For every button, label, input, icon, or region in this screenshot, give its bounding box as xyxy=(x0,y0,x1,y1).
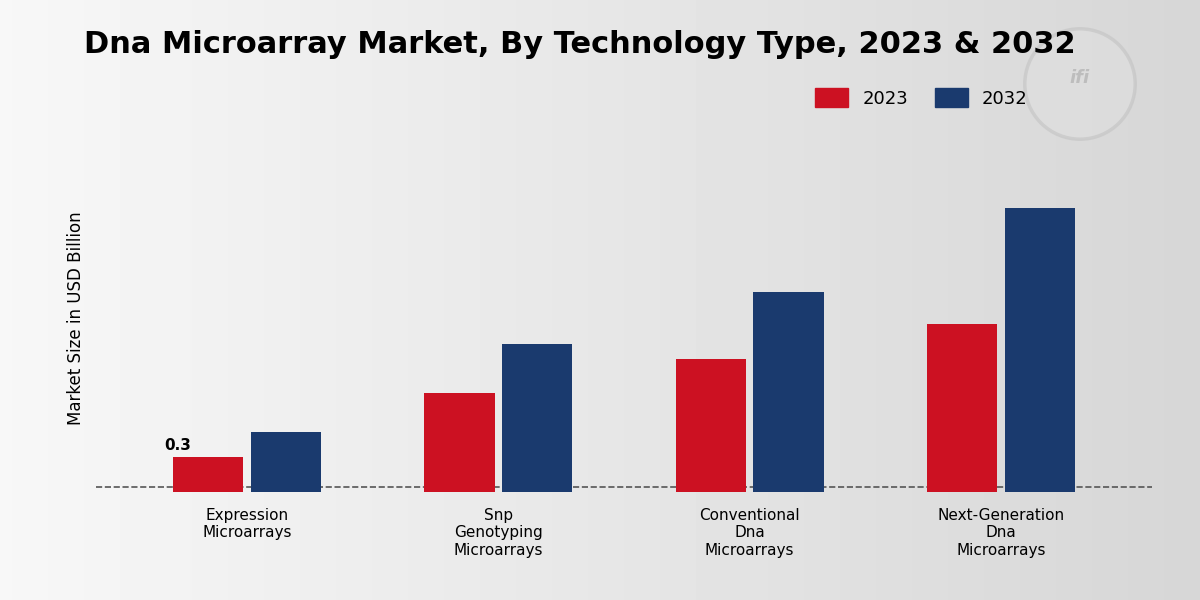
Bar xyxy=(173,457,244,492)
Circle shape xyxy=(1025,29,1135,139)
Text: 0.3: 0.3 xyxy=(164,437,191,452)
Legend: 2023, 2032: 2023, 2032 xyxy=(808,81,1034,115)
Bar xyxy=(926,324,997,492)
Text: Dna Microarray Market, By Technology Type, 2023 & 2032: Dna Microarray Market, By Technology Typ… xyxy=(84,30,1075,59)
Bar xyxy=(502,344,572,492)
Bar xyxy=(424,394,494,492)
Bar xyxy=(1004,208,1075,492)
Text: ifi: ifi xyxy=(1070,69,1090,87)
Bar xyxy=(754,292,824,492)
Y-axis label: Market Size in USD Billion: Market Size in USD Billion xyxy=(67,211,85,425)
Bar xyxy=(251,431,322,492)
Bar xyxy=(676,359,746,492)
